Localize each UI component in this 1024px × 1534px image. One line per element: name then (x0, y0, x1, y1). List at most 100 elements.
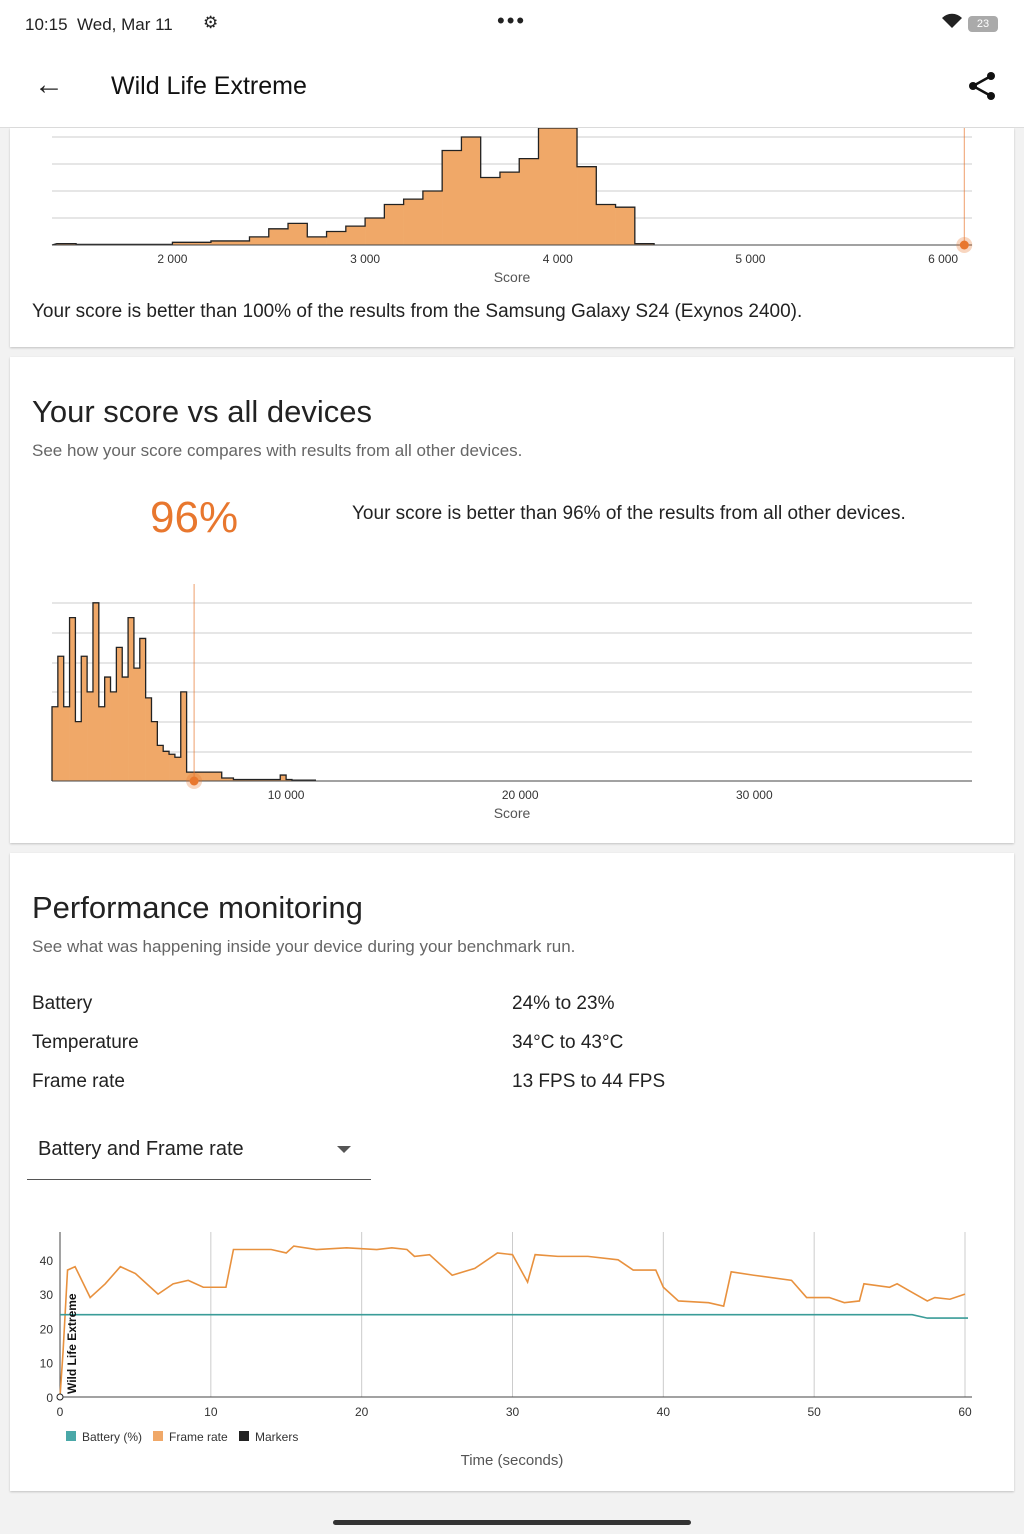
histogram-bar (256, 779, 263, 781)
histogram-bar (227, 778, 234, 781)
x-tick-label: 10 000 (268, 788, 305, 802)
metric-value: 34°C to 43°C (512, 1032, 624, 1053)
histogram-outline (51, 128, 655, 246)
settings-gear-icon: ⚙ (203, 13, 219, 32)
card-title: Performance monitoring (32, 890, 363, 925)
histogram-outline (51, 602, 317, 781)
x-tick-label: 20 (355, 1405, 369, 1419)
legend-swatch (66, 1431, 76, 1441)
histogram-bar (268, 228, 289, 245)
histogram-bar (87, 691, 94, 781)
histogram-bar (442, 150, 462, 245)
histogram-bar (169, 754, 176, 781)
legend-label: Markers (255, 1430, 298, 1444)
histogram-bar (365, 218, 385, 245)
series-frame-rate (59, 1245, 966, 1398)
status-bar: 10:15 Wed, Mar 11 ⚙ ••• 23 (0, 0, 1024, 50)
histogram-bar (288, 223, 308, 245)
your-score-marker (189, 776, 199, 786)
histogram-bar (191, 242, 212, 245)
percentile-value: 96% (150, 493, 239, 542)
more-dots-icon[interactable]: ••• (497, 8, 527, 33)
histogram-bar (98, 706, 105, 781)
x-axis-label: Score (494, 805, 531, 821)
histogram-bar (151, 721, 158, 781)
histogram-bar (157, 745, 164, 781)
home-indicator[interactable] (333, 1520, 691, 1525)
y-tick-label: 10 (40, 1357, 54, 1371)
app-bar: ← Wild Life Extreme (0, 50, 1024, 128)
marker-label: Wild Life Extreme (65, 1293, 79, 1394)
histogram-bar (326, 231, 347, 245)
device-comparison-card: 2 000 3 000 4 000 5 000 6 000 Score Your scor… (10, 128, 1014, 347)
histogram-bar (198, 772, 205, 781)
histogram-bar (577, 166, 597, 245)
metric-value: 13 FPS to 44 FPS (512, 1071, 666, 1092)
share-icon[interactable] (966, 70, 998, 102)
x-tick-label: 40 (657, 1405, 671, 1419)
histogram-bar (262, 779, 269, 781)
x-tick-label: 30 (506, 1405, 520, 1419)
histogram-bar (596, 204, 616, 245)
x-tick-label: 6 000 (928, 252, 958, 266)
histogram-bar (163, 751, 170, 781)
y-tick-label: 0 (46, 1391, 53, 1405)
histogram-bar (122, 677, 129, 781)
x-tick-label: 4 000 (543, 252, 573, 266)
histogram-bar (286, 779, 293, 781)
performance-chart: 0 10 20 30 40 50 60 0 10 20 30 40 Wild Life Extreme B… (40, 1232, 972, 1469)
all-devices-result-text: Your score is better than 96% of the res… (352, 503, 906, 524)
histogram-bar (221, 778, 228, 781)
x-tick-label: 50 (807, 1405, 821, 1419)
histogram-bar (145, 697, 152, 781)
chart-type-dropdown[interactable]: Battery and Frame rate (27, 1128, 371, 1180)
histogram-bar (280, 775, 287, 781)
wifi-icon (941, 13, 963, 34)
y-tick-label: 30 (40, 1288, 54, 1302)
marker-point (56, 1393, 64, 1401)
x-axis-label: Time (seconds) (461, 1452, 564, 1469)
device-histogram: 2 000 3 000 4 000 5 000 6 000 Score (51, 128, 973, 285)
metric-label: Frame rate (32, 1071, 125, 1092)
device-result-text: Your score is better than 100% of the re… (32, 301, 803, 322)
histogram-bar (233, 779, 240, 781)
histogram-bar (81, 656, 88, 781)
metric-label: Battery (32, 993, 93, 1014)
histogram-bar (172, 242, 192, 245)
legend-label: Battery (%) (82, 1430, 142, 1444)
histogram-bar (345, 226, 366, 245)
x-tick-label: 5 000 (735, 252, 765, 266)
histogram-bar (615, 207, 636, 245)
histogram-bar (57, 656, 65, 781)
all-devices-card: Your score vs all devices See how your s… (10, 357, 1014, 843)
histogram-bar (384, 204, 404, 245)
histogram-bar (186, 772, 193, 781)
card-title: Your score vs all devices (32, 394, 373, 429)
histogram-bar (63, 706, 70, 781)
histogram-bar (230, 240, 250, 245)
x-tick-label: 30 000 (736, 788, 773, 802)
x-tick-label: 2 000 (157, 252, 187, 266)
histogram-bar (133, 668, 141, 781)
histogram-bar (52, 706, 59, 781)
histogram-bar (634, 243, 655, 245)
all-devices-histogram: 10 000 20 000 30 000 Score (51, 584, 972, 821)
legend-label: Frame rate (169, 1430, 228, 1444)
histogram-bar (128, 617, 135, 781)
y-tick-label: 40 (40, 1254, 54, 1268)
histogram-bar (104, 677, 111, 781)
legend-swatch (153, 1431, 163, 1441)
histogram-bar (180, 691, 187, 781)
legend-swatch (239, 1431, 249, 1441)
histogram-bar (69, 617, 76, 781)
histogram-bar (250, 779, 258, 781)
series-battery- (60, 1313, 969, 1319)
histogram-bar (461, 137, 481, 245)
histogram-bar (519, 158, 539, 245)
histogram-bar (557, 128, 578, 245)
histogram-bar (215, 772, 223, 781)
x-tick-label: 0 (57, 1405, 64, 1419)
back-arrow-icon[interactable]: ← (34, 68, 64, 101)
histogram-bar (210, 772, 217, 781)
histogram-bar (538, 128, 559, 245)
